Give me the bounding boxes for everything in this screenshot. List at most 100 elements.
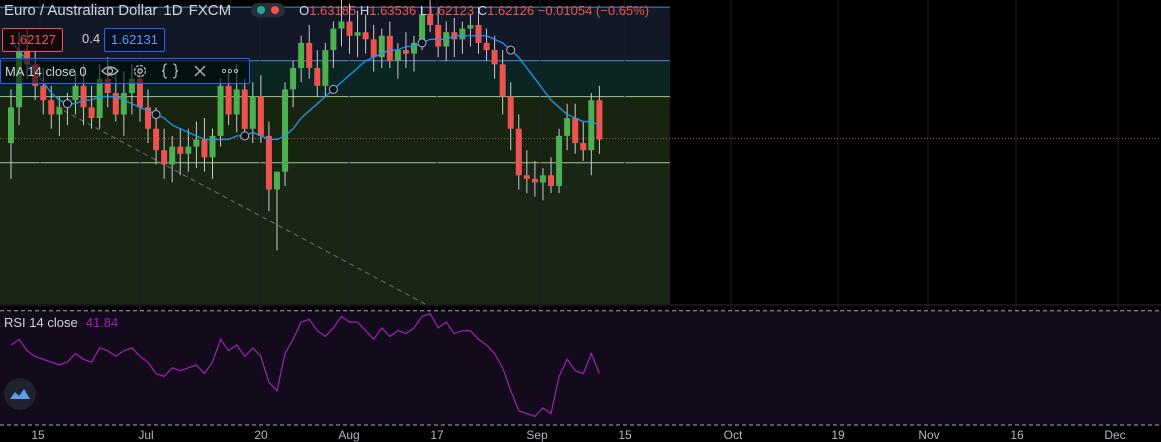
market-status-toggle[interactable] — [251, 3, 286, 17]
candle-down — [523, 175, 530, 179]
candle-down — [491, 50, 498, 65]
candle-up — [273, 171, 280, 190]
candle-down — [177, 146, 184, 154]
candle-down — [40, 85, 47, 101]
candle-up — [217, 85, 224, 136]
candle-up — [338, 21, 345, 29]
candle-up — [128, 78, 135, 93]
symbol-title[interactable]: Euro / Australian Dollar — [4, 1, 158, 19]
ma-line — [10, 35, 600, 141]
candle-up — [322, 50, 329, 86]
candle-down — [580, 143, 587, 151]
candle-up — [394, 50, 401, 61]
x-axis-tick-label: 16 — [1010, 428, 1024, 442]
candle-up — [467, 25, 474, 29]
open-value: 1.63185 — [309, 2, 357, 18]
chart-header: Euro / Australian Dollar 1D FXCM O1.6318… — [4, 0, 649, 20]
eye-icon[interactable] — [100, 62, 120, 80]
more-icon[interactable] — [220, 62, 240, 80]
candle-up — [193, 139, 200, 147]
gear-icon[interactable] — [130, 62, 150, 80]
candle-up — [354, 32, 361, 36]
x-axis-tick-label: 17 — [430, 428, 444, 442]
candle-down — [161, 150, 168, 165]
candle-down — [136, 78, 143, 108]
x-axis-tick-label: 15 — [618, 428, 632, 442]
candle-down — [153, 128, 160, 151]
candle-down — [104, 78, 111, 93]
candle-up — [298, 42, 305, 68]
candle-down — [112, 92, 119, 115]
trend-line — [39, 97, 426, 305]
candle-up — [419, 14, 426, 43]
candle-up — [564, 118, 571, 136]
candle-down — [225, 85, 232, 115]
x-axis-tick-label: Sep — [526, 428, 548, 442]
candle-down — [370, 39, 377, 58]
low-value: 1.62123 — [427, 2, 475, 18]
buy-price-button[interactable]: 1.62131 — [104, 28, 165, 52]
interval-label[interactable]: 1D — [163, 1, 183, 19]
ma-marker — [62, 99, 72, 109]
ma-marker — [506, 45, 516, 55]
candle-up — [378, 35, 385, 58]
candle-down — [241, 89, 248, 129]
data-source: FXCM — [188, 1, 232, 19]
candle-down — [499, 64, 506, 97]
rsi-indicator-legend[interactable]: RSI 14 close 41.84 — [4, 315, 118, 330]
ma-marker — [417, 38, 427, 48]
candle-up — [72, 85, 79, 101]
candle-down — [402, 50, 409, 54]
candle-up — [233, 89, 240, 115]
candle-down — [80, 85, 87, 108]
x-axis-tick-label: Dec — [1104, 428, 1126, 442]
candle-up — [459, 28, 466, 40]
sell-price-button[interactable]: 1.62127 — [2, 28, 63, 52]
candle-down — [306, 42, 313, 68]
candle-up — [120, 92, 127, 115]
rsi-legend-label: RSI 14 close — [4, 315, 78, 330]
candle-up — [411, 42, 417, 54]
x-axis-tick-label: Aug — [338, 428, 360, 442]
ma-marker — [240, 131, 250, 141]
x-axis-tick-label: Nov — [918, 428, 940, 442]
x-axis-tick-label: 20 — [254, 428, 268, 442]
candle-down — [531, 178, 538, 183]
candle-down — [314, 67, 321, 86]
candle-up — [249, 96, 256, 129]
tradingview-logo-icon[interactable] — [4, 378, 36, 410]
candle-up — [8, 107, 14, 144]
candle-up — [209, 135, 216, 158]
candle-up — [330, 28, 337, 51]
candle-down — [265, 135, 272, 190]
candle-down — [346, 21, 353, 36]
candle-up — [290, 67, 297, 90]
candle-up — [185, 146, 192, 154]
x-axis-tick-label: Oct — [723, 428, 743, 442]
candle-down — [257, 96, 264, 136]
rsi-value: 41.84 — [85, 315, 119, 330]
ohlc-readout: O1.63185 H1.63536 L1.62123 C1.62126 −0.0… — [299, 2, 650, 18]
candle-up — [282, 89, 289, 172]
close-icon[interactable] — [190, 62, 210, 80]
ma-marker — [151, 109, 161, 119]
rsi-line — [10, 312, 600, 418]
candle-up — [96, 78, 103, 119]
x-axis-tick-label: 15 — [31, 428, 45, 442]
zone-bottom — [0, 162, 670, 304]
candle-down — [386, 35, 393, 61]
candle-down — [483, 42, 490, 51]
ma-legend-label: MA 14 close 0 — [5, 63, 87, 79]
candle-down — [596, 100, 603, 140]
candle-down — [572, 118, 579, 144]
candle-up — [556, 135, 563, 186]
change-value: −0.01054 (−0.65%) — [537, 2, 650, 18]
candle-down — [362, 32, 369, 40]
candle-down — [475, 25, 482, 43]
candle-up — [169, 146, 176, 165]
ma-indicator-legend[interactable]: MA 14 close 0 — [0, 58, 250, 84]
candle-down — [548, 175, 555, 186]
braces-icon[interactable] — [160, 62, 180, 80]
candle-down — [88, 107, 95, 119]
